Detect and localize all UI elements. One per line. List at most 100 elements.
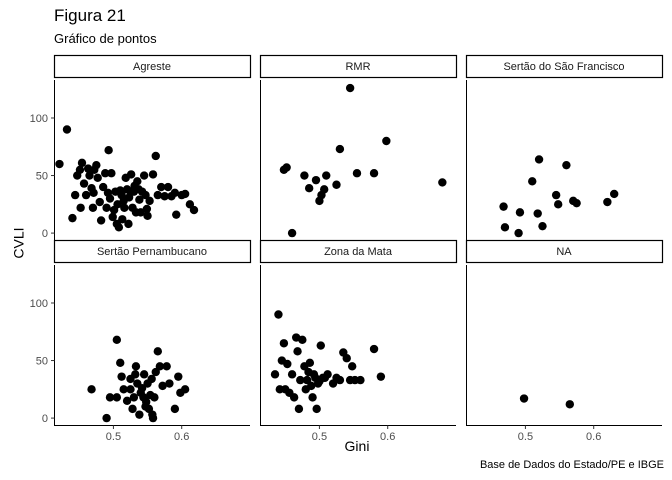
strip-box <box>53 54 252 79</box>
data-point <box>538 221 547 231</box>
data-point <box>129 393 139 402</box>
data-point <box>135 410 144 419</box>
data-point <box>528 177 537 186</box>
panel-na: NA 0.5 0.6 <box>465 239 664 443</box>
data-point <box>305 358 315 368</box>
data-point <box>298 335 307 345</box>
data-point <box>438 178 447 187</box>
data-point <box>136 208 145 217</box>
data-point <box>163 182 173 192</box>
data-point <box>296 375 305 385</box>
data-point <box>180 189 190 199</box>
data-point <box>114 223 124 232</box>
strip-label: Zona da Mata <box>324 246 393 258</box>
y-tick-label: 50 <box>36 356 48 368</box>
data-point <box>96 216 106 225</box>
data-point <box>133 177 142 186</box>
data-point <box>116 358 125 368</box>
data-point <box>322 171 331 180</box>
data-point <box>89 188 98 198</box>
data-point <box>287 228 297 238</box>
data-point <box>342 354 351 363</box>
data-point <box>77 158 87 168</box>
data-point <box>92 160 101 170</box>
data-point <box>112 335 122 345</box>
data-point <box>500 223 510 232</box>
data-point <box>270 370 280 379</box>
data-point <box>157 182 166 192</box>
data-point <box>148 170 158 179</box>
x-tick-label: 0.5 <box>106 431 121 443</box>
data-point <box>304 184 314 193</box>
panel-sertao-do-sao-francisco: Sertão do São Francisco <box>465 54 664 240</box>
data-point <box>316 341 325 350</box>
data-point <box>135 195 144 204</box>
chart-caption: Base de Dados do Estado/PE e IBGE <box>479 459 664 471</box>
data-point <box>553 200 563 209</box>
data-point <box>148 410 157 419</box>
data-point <box>122 396 132 406</box>
x-axis-title: Gini <box>345 438 370 454</box>
data-point <box>307 381 316 391</box>
data-point <box>147 374 156 384</box>
x-tick-label: 0.6 <box>380 431 395 443</box>
data-point <box>533 209 542 218</box>
data-point <box>107 169 116 178</box>
panel-rmr: RMR <box>259 54 458 240</box>
data-point <box>279 339 289 348</box>
panel-zona-da-mata: Zona da Mata 0.5 0.6 <box>259 239 458 443</box>
data-point <box>565 400 575 409</box>
data-point <box>603 197 612 207</box>
strip-label: RMR <box>345 61 370 73</box>
strip-box <box>53 239 252 264</box>
data-point <box>323 370 332 379</box>
data-point <box>70 190 80 200</box>
data-point <box>87 385 96 394</box>
data-point <box>551 190 561 200</box>
data-point <box>289 393 299 402</box>
data-point <box>105 194 115 203</box>
data-point <box>534 155 544 164</box>
data-point <box>141 397 151 407</box>
data-point <box>189 205 199 215</box>
data-point <box>102 413 111 423</box>
strip-label: Sertão Pernambucano <box>97 246 207 258</box>
data-point <box>126 170 136 179</box>
y-tick-label: 0 <box>42 413 48 425</box>
data-point <box>352 169 362 178</box>
data-point <box>519 394 529 403</box>
chart-title: Figura 21 <box>54 6 126 25</box>
data-point <box>356 375 365 385</box>
data-point <box>300 171 309 180</box>
x-tick-label: 0.5 <box>518 431 533 443</box>
strip-label: NA <box>556 246 572 258</box>
data-point <box>158 381 167 391</box>
data-point <box>124 219 133 229</box>
data-point <box>81 190 91 200</box>
data-point <box>139 171 149 180</box>
data-point <box>153 190 163 200</box>
x-tick-label: 0.5 <box>312 431 327 443</box>
data-point <box>79 179 89 188</box>
data-point <box>369 344 379 354</box>
data-point <box>139 370 149 379</box>
data-point <box>120 203 129 212</box>
data-point <box>165 379 174 388</box>
data-point <box>98 182 108 192</box>
strip-box <box>259 239 458 264</box>
data-point <box>113 200 122 209</box>
data-point <box>335 375 345 385</box>
data-point <box>153 347 163 356</box>
data-point <box>68 213 77 223</box>
data-point <box>282 163 291 172</box>
data-point <box>499 202 508 211</box>
data-point <box>143 211 152 221</box>
y-axis-title: CVLI <box>11 227 27 258</box>
strip-box <box>465 54 664 79</box>
data-point <box>376 372 386 381</box>
panel-agreste: Agreste 0 50 100 <box>30 54 252 240</box>
data-point <box>105 393 115 402</box>
data-point <box>101 169 110 178</box>
y-tick-label: 50 <box>36 171 48 183</box>
data-point <box>118 215 127 224</box>
